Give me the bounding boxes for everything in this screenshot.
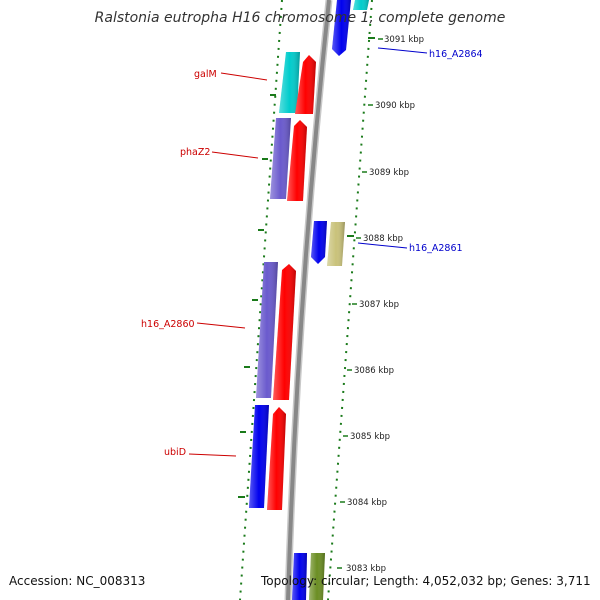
tick-label-3089: 3089 kbp <box>369 168 409 178</box>
tick-label-3088: 3088 kbp <box>363 234 403 244</box>
gene-labels-left: galM phaZ2 h16_A2860 ubiD <box>141 69 268 458</box>
map-title: Ralstonia eutropha H16 chromosome 1, com… <box>94 10 506 26</box>
genome-backbone <box>284 0 333 600</box>
gene-label-h16_A2860[interactable]: h16_A2860 <box>141 319 195 330</box>
tick-label-3086: 3086 kbp <box>354 366 394 376</box>
gene-label-galM[interactable]: galM <box>194 69 217 80</box>
gene-label-phaZ2[interactable]: phaZ2 <box>180 147 210 158</box>
tick-label-3090: 3090 kbp <box>375 101 415 111</box>
gene-label-ubiD[interactable]: ubiD <box>164 447 186 458</box>
gene-track-forward <box>249 52 325 600</box>
accession-text: Accession: NC_008313 <box>9 574 146 588</box>
gene-label-h16_A2861[interactable]: h16_A2861 <box>409 243 463 254</box>
tick-label-3083: 3083 kbp <box>346 564 386 574</box>
tick-label-3087: 3087 kbp <box>359 300 399 310</box>
tick-marks <box>337 38 383 569</box>
tick-label-3085: 3085 kbp <box>350 432 390 442</box>
tick-label-3091: 3091 kbp <box>384 35 424 45</box>
gene-label-h16_A2864[interactable]: h16_A2864 <box>429 49 483 60</box>
gene-track-reverse <box>311 0 369 266</box>
gene-labels-right: h16_A2864 h16_A2861 <box>357 47 483 254</box>
topology-text: Topology: circular; Length: 4,052,032 bp… <box>261 574 591 588</box>
tick-label-3084: 3084 kbp <box>347 498 387 508</box>
gc-dash-marks <box>238 37 375 498</box>
tick-labels: 3091 kbp 3090 kbp 3089 kbp 3088 kbp 3087… <box>346 35 424 574</box>
